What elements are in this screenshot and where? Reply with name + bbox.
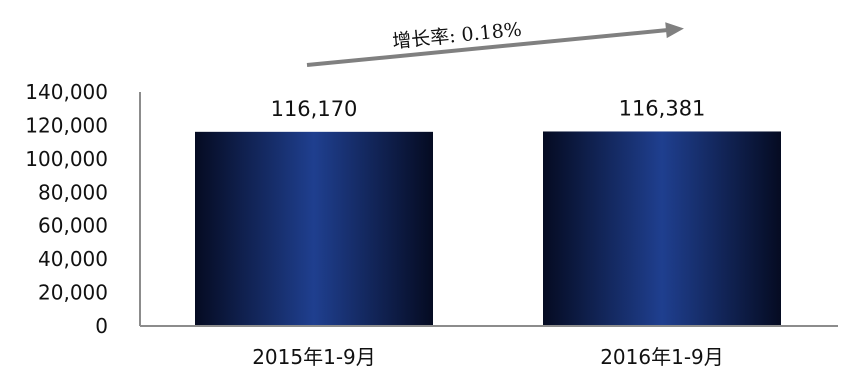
growth-annotation: 增长率: 0.18% — [306, 19, 684, 67]
y-tick-label: 120,000 — [25, 113, 108, 137]
bar-value-label: 116,381 — [619, 96, 706, 120]
y-tick-label: 100,000 — [25, 147, 108, 171]
x-category-label: 2015年1-9月 — [252, 345, 376, 369]
bar — [195, 131, 433, 326]
y-tick-label: 60,000 — [38, 214, 108, 238]
y-tick-label: 140,000 — [25, 80, 108, 104]
y-tick-label: 80,000 — [38, 180, 108, 204]
y-axis-ticks: 0 20,000 40,000 60,000 80,000 100,000 120,000 1… — [25, 80, 108, 338]
growth-arrow-head — [665, 22, 684, 39]
x-axis-category-labels: 2015年1-9月 2016年1-9月 — [252, 345, 724, 369]
growth-arrow-line — [306, 28, 669, 67]
bar — [543, 131, 781, 326]
x-category-label: 2016年1-9月 — [600, 345, 724, 369]
y-tick-label: 40,000 — [38, 247, 108, 271]
y-tick-label: 20,000 — [38, 281, 108, 305]
data-labels-group: 116,170 116,381 — [271, 96, 706, 120]
bar-value-label: 116,170 — [271, 97, 358, 121]
y-tick-label: 0 — [95, 314, 108, 338]
bars-group — [195, 131, 781, 326]
